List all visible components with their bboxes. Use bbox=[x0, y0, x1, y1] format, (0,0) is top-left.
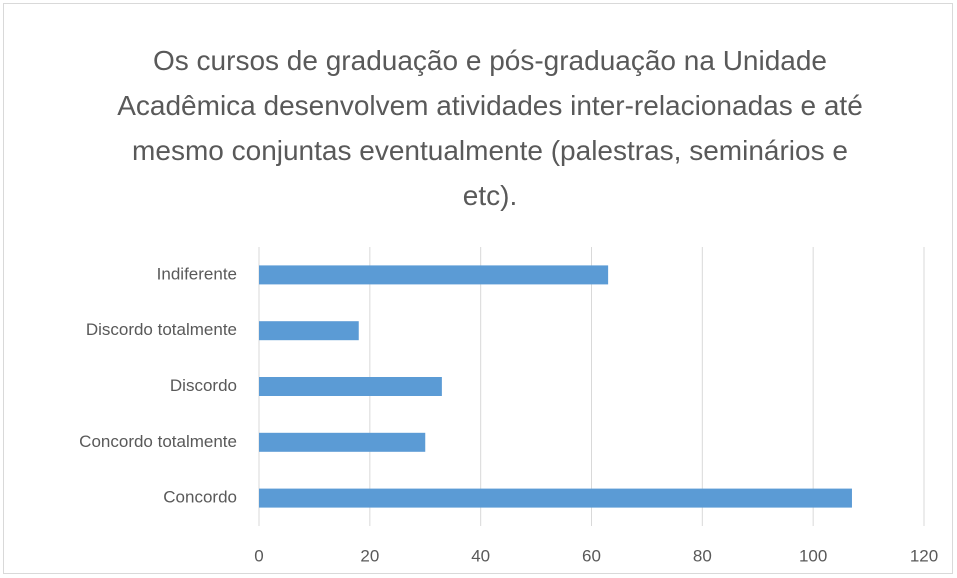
bar bbox=[259, 321, 359, 341]
x-tick-label: 60 bbox=[582, 546, 601, 565]
y-tick-label: Concordo bbox=[163, 488, 237, 507]
x-tick-label: 80 bbox=[693, 546, 712, 565]
y-tick-label: Indiferente bbox=[157, 264, 237, 283]
bar bbox=[259, 265, 609, 285]
x-tick-label: 100 bbox=[799, 546, 827, 565]
x-tick-label: 20 bbox=[360, 546, 379, 565]
x-tick-label: 120 bbox=[910, 546, 938, 565]
y-tick-label: Discordo bbox=[170, 376, 237, 395]
y-tick-label: Discordo totalmente bbox=[86, 320, 237, 339]
bar bbox=[259, 377, 442, 396]
bar bbox=[259, 488, 852, 508]
x-tick-label: 0 bbox=[254, 546, 263, 565]
bar bbox=[259, 432, 426, 452]
x-tick-label: 40 bbox=[471, 546, 490, 565]
y-tick-label: Concordo totalmente bbox=[79, 432, 237, 451]
chart-border bbox=[3, 3, 953, 574]
chart-title: Os cursos de graduação e pós-graduação n… bbox=[117, 45, 863, 211]
